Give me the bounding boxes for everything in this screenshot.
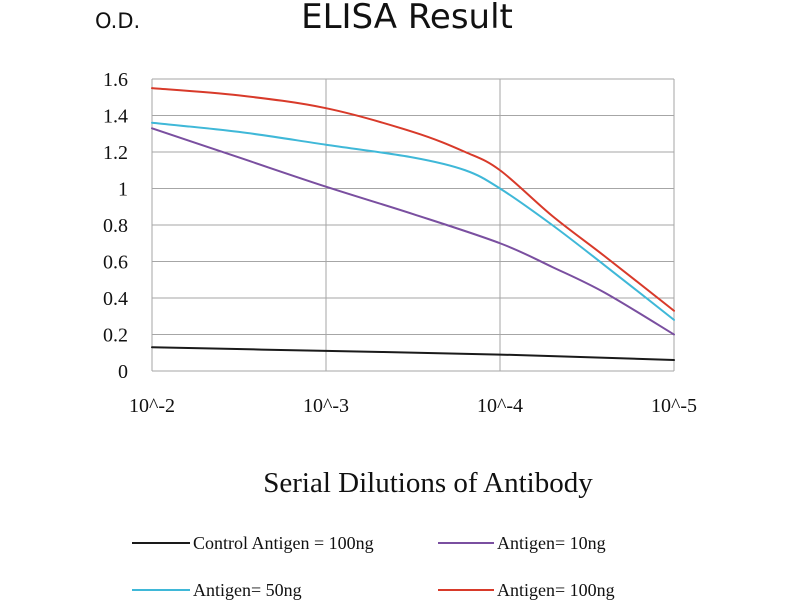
legend-item: Antigen= 50ng xyxy=(132,580,302,600)
legend-item: Antigen= 10ng xyxy=(438,533,606,553)
x-tick-labels: 10^-2 10^-3 10^-4 10^-5 xyxy=(129,395,697,417)
series-line-3 xyxy=(151,87,675,312)
x-tick-label: 10^-5 xyxy=(651,395,697,417)
y-tick-label: 0.8 xyxy=(103,215,128,237)
x-tick-label: 10^-3 xyxy=(303,395,349,417)
y-tick-labels: 0 0.2 0.4 0.6 0.8 1 1.2 1.4 1.6 xyxy=(103,69,128,383)
y-tick-label: 0.6 xyxy=(103,252,128,274)
y-axis-label: O.D. xyxy=(95,9,140,33)
y-tick-label: 0 xyxy=(118,361,128,383)
legend-label: Antigen= 100ng xyxy=(497,580,615,600)
legend-label: Control Antigen = 100ng xyxy=(193,533,374,553)
y-tick-label: 1.6 xyxy=(103,69,128,91)
series-line-1 xyxy=(151,127,675,336)
chart-title: ELISA Result xyxy=(301,0,513,37)
legend-label: Antigen= 10ng xyxy=(497,533,606,553)
x-tick-label: 10^-2 xyxy=(129,395,175,417)
legend: Control Antigen = 100ng Antigen= 10ng Anti… xyxy=(132,533,615,600)
legend-item: Antigen= 100ng xyxy=(438,580,615,600)
y-tick-label: 1.4 xyxy=(103,106,128,128)
series-line-0 xyxy=(151,346,675,362)
series-line-2 xyxy=(151,121,675,321)
legend-label: Antigen= 50ng xyxy=(193,580,302,600)
legend-item: Control Antigen = 100ng xyxy=(132,533,374,553)
y-tick-label: 1 xyxy=(118,179,128,201)
y-tick-label: 0.2 xyxy=(103,325,128,347)
y-tick-label: 1.2 xyxy=(103,142,128,164)
x-tick-label: 10^-4 xyxy=(477,395,523,417)
series-lines xyxy=(151,87,675,362)
y-tick-label: 0.4 xyxy=(103,288,128,310)
plot-grid xyxy=(151,78,675,372)
x-axis-label: Serial Dilutions of Antibody xyxy=(263,467,593,499)
